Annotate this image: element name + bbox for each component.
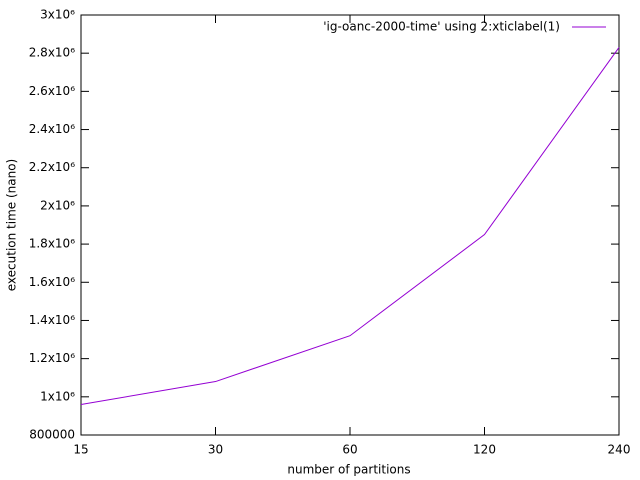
x-tick-label: 240 — [608, 443, 631, 457]
y-tick-label: 2.8x10⁶ — [29, 46, 75, 60]
y-tick-label: 2.6x10⁶ — [29, 84, 75, 98]
x-tick-label: 30 — [208, 443, 223, 457]
y-tick-label: 2.2x10⁶ — [29, 160, 75, 174]
x-axis-label: number of partitions — [287, 463, 410, 477]
y-tick-label: 800000 — [29, 428, 75, 442]
y-tick-label: 1.6x10⁶ — [29, 275, 75, 289]
x-tick-label: 60 — [342, 443, 357, 457]
y-tick-label: 1.8x10⁶ — [29, 237, 75, 251]
y-tick-label: 1x10⁶ — [40, 389, 75, 403]
y-tick-label: 1.2x10⁶ — [29, 351, 75, 365]
x-tick-label: 15 — [73, 443, 88, 457]
y-tick-label: 2x10⁶ — [40, 198, 75, 212]
x-tick-label: 120 — [473, 443, 496, 457]
legend-label: 'ig-oanc-2000-time' using 2:xticlabel(1) — [323, 20, 560, 34]
plot-border — [80, 14, 620, 436]
data-line — [80, 47, 620, 405]
y-axis-label: execution time (nano) — [5, 159, 19, 292]
y-tick-label: 1.4x10⁶ — [29, 313, 75, 327]
y-tick-label: 2.4x10⁶ — [29, 122, 75, 136]
y-tick-label: 3x10⁶ — [40, 8, 75, 22]
